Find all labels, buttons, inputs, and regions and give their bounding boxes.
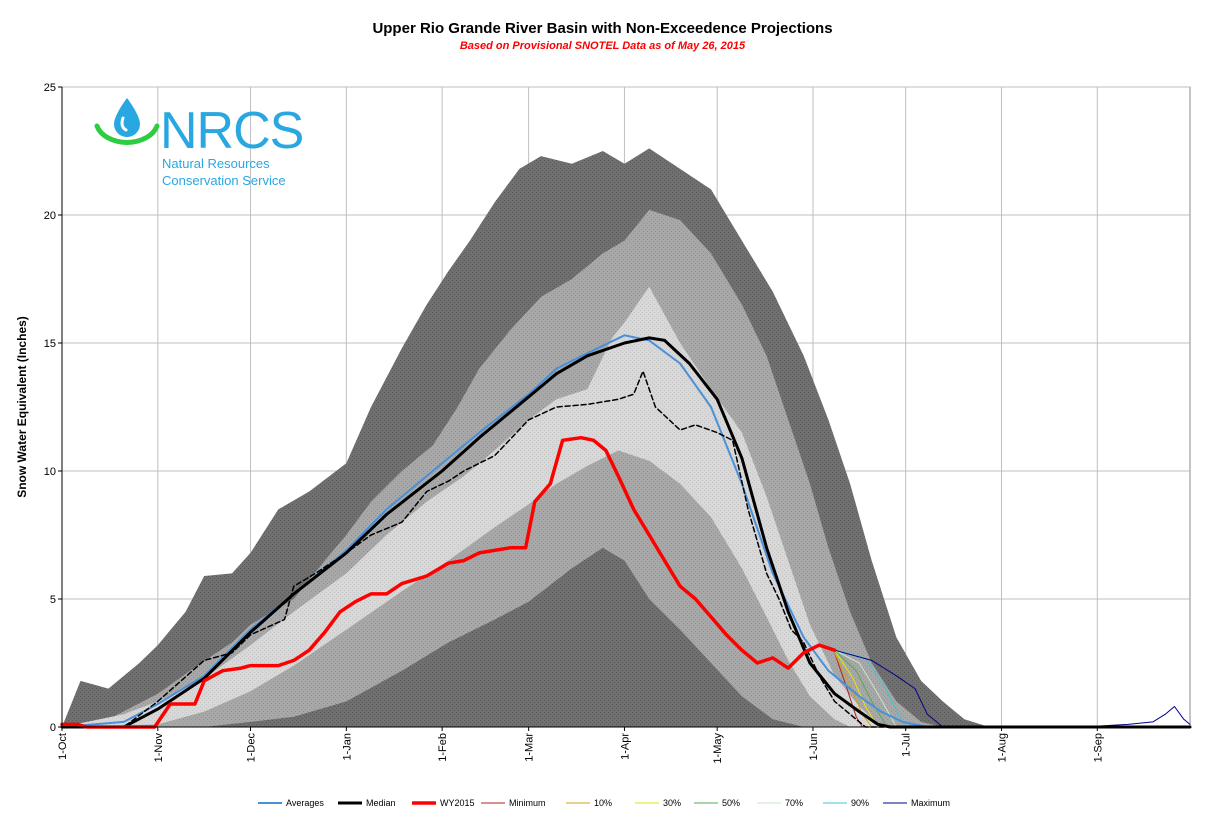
series-line-median [60, 336, 1192, 729]
x-tick-label: 1-Nov [153, 733, 165, 763]
x-tick-label: 1-Jun [808, 733, 820, 761]
legend-label: Averages [286, 798, 324, 808]
series-line-averages [61, 334, 1191, 728]
logo-line2: Conservation Service [162, 173, 286, 188]
legend-label: WY2015 [440, 798, 475, 808]
logo-brand: NRCS [160, 102, 303, 160]
x-tick-label: 1-Aug [996, 733, 1008, 762]
band-70-30 [62, 286, 1190, 727]
x-tick-label: 1-Sep [1092, 733, 1104, 762]
legend-label: Minimum [509, 798, 546, 808]
y-tick-label: 5 [50, 594, 56, 606]
legend-label: 70% [785, 798, 803, 808]
y-tick-label: 20 [44, 210, 56, 222]
y-tick-label: 15 [44, 338, 56, 350]
y-tick-labels: 0 5 10 15 20 25 [44, 82, 62, 734]
legend-label: 90% [851, 798, 869, 808]
legend-label: Maximum [911, 798, 950, 808]
series-line-wy2015 [60, 435, 837, 729]
bands [62, 148, 1190, 727]
y-tick-label: 25 [44, 82, 56, 94]
x-tick-label: 1-Jul [901, 733, 913, 757]
legend-label: 30% [663, 798, 681, 808]
water-drop-icon [114, 98, 140, 137]
drop-highlight [120, 116, 128, 132]
x-tick-label: 1-Apr [619, 733, 631, 760]
x-tick-label: 1-Mar [524, 733, 536, 762]
legend-label: 50% [722, 798, 740, 808]
legend: Averages Median WY2015 Minimum 10% 30% 50% 70% 9… [258, 798, 950, 808]
axes [61, 87, 1190, 728]
x-tick-labels: 1-Oct 1-Nov 1-Dec 1-Jan 1-Feb 1-Mar 1-Apr 1-May… [57, 727, 1104, 764]
y-tick-label: 10 [44, 466, 56, 478]
legend-label: Median [366, 798, 396, 808]
legend-label: 10% [594, 798, 612, 808]
green-arc-icon [94, 123, 160, 145]
series-line-current-year-median-dashed- [61, 370, 1191, 728]
nrcs-logo: NRCS Natural Resources Conservation Serv… [94, 98, 304, 188]
chart-title: Upper Rio Grande River Basin with Non-Ex… [372, 20, 833, 37]
x-tick-label: 1-Jan [341, 733, 353, 761]
x-tick-label: 1-Dec [246, 733, 258, 763]
logo-line1: Natural Resources [162, 156, 270, 171]
x-tick-label: 1-Feb [437, 733, 449, 762]
y-tick-label: 0 [50, 722, 56, 734]
x-tick-label: 1-Oct [57, 733, 69, 760]
chart-subtitle: Based on Provisional SNOTEL Data as of M… [459, 40, 746, 52]
y-axis-label: Snow Water Equivalent (Inches) [15, 316, 29, 498]
x-tick-label: 1-May [712, 733, 724, 764]
